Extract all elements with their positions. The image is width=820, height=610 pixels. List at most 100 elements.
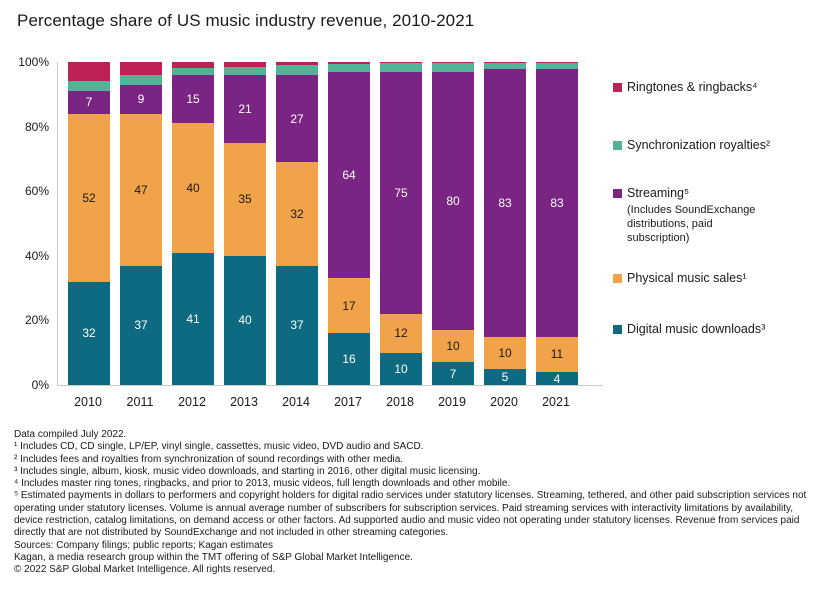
- segment-physical-music-sales: 35: [224, 142, 266, 256]
- plot-area: 32 52 7 37 47 9 41 40 15 40 35 21 37 32 27 16 17 64 10 12 75…: [57, 61, 603, 386]
- segment-value-label: 80: [446, 193, 460, 208]
- legend-item-physical-music-sales: Physical music sales¹: [613, 271, 746, 286]
- legend-swatch-ringtones-ringbacks: [613, 83, 622, 92]
- footnotes-block: Data compiled July 2022. ¹ Includes CD, C…: [14, 429, 812, 577]
- legend-label-wrap: Physical music sales¹: [627, 271, 746, 286]
- legend-sublabel: (Includes SoundExchange distributions, p…: [627, 204, 756, 244]
- x-axis-label: 2011: [126, 395, 154, 409]
- legend-item-ringtones-ringbacks: Ringtones & ringbacks⁴: [613, 80, 757, 95]
- segment-digital-music-downloads: 10: [380, 352, 422, 385]
- footnote-line: Sources: Company filings; public reports…: [14, 539, 274, 551]
- segment-physical-music-sales: 10: [484, 336, 526, 369]
- segment-synchronization-royalties: [68, 81, 110, 92]
- segment-value-label: 37: [290, 318, 304, 333]
- segment-value-label: 83: [550, 195, 564, 210]
- segment-synchronization-royalties: [120, 74, 162, 85]
- segment-value-label: 83: [498, 195, 512, 210]
- segment-value-label: 35: [238, 192, 252, 207]
- segment-ringtones-ringbacks: [172, 61, 214, 69]
- segment-value-label: 27: [290, 111, 304, 126]
- segment-synchronization-royalties: [432, 63, 474, 72]
- segment-physical-music-sales: 32: [276, 162, 318, 266]
- segment-digital-music-downloads: 16: [328, 333, 370, 385]
- segment-ringtones-ringbacks: [432, 62, 474, 64]
- chart-title: Percentage share of US music industry re…: [17, 11, 475, 30]
- segment-value-label: 15: [186, 92, 200, 107]
- bar-2010: 32 52 7: [68, 61, 110, 385]
- x-axis-label: 2017: [334, 395, 362, 409]
- segment-value-label: 40: [186, 181, 200, 196]
- legend-label-wrap: Streaming⁵ (Includes SoundExchange distri…: [627, 186, 777, 245]
- legend-swatch-streaming: [613, 189, 622, 198]
- segment-value-label: 47: [134, 182, 148, 197]
- bar-2017: 16 17 64: [328, 62, 370, 385]
- bar-2019: 7 10 80: [432, 62, 474, 385]
- segment-digital-music-downloads: 41: [172, 252, 214, 385]
- segment-value-label: 75: [394, 185, 408, 200]
- bar-2013: 40 35 21: [224, 62, 266, 385]
- footnote-line: ⁴ Includes master ring tones, ringbacks,…: [14, 478, 511, 490]
- legend-item-digital-music-downloads: Digital music downloads³: [613, 322, 765, 337]
- segment-value-label: 64: [342, 168, 356, 183]
- footnote-line: Kagan, a media research group within the…: [14, 551, 413, 563]
- segment-ringtones-ringbacks: [328, 62, 370, 64]
- segment-physical-music-sales: 17: [328, 278, 370, 334]
- footnote-line: Data compiled July 2022.: [14, 429, 127, 440]
- y-axis-label: 20%: [24, 313, 49, 328]
- segment-value-label: 41: [186, 311, 200, 326]
- legend-label-wrap: Ringtones & ringbacks⁴: [627, 80, 757, 95]
- x-axis-label: 2019: [438, 395, 466, 409]
- segment-ringtones-ringbacks: [120, 62, 162, 75]
- segment-value-label: 10: [394, 361, 408, 376]
- chart-area: 100% 80% 60% 40% 20% 0% 32 52 7 37 47 9 41 40 15 40 35 2…: [18, 55, 603, 409]
- x-axis-label: 2018: [386, 395, 414, 409]
- segment-synchronization-royalties: [536, 62, 578, 69]
- segment-digital-music-downloads: 5: [484, 368, 526, 385]
- segment-synchronization-royalties: [380, 63, 422, 72]
- bar-2011: 37 47 9: [120, 62, 162, 385]
- segment-digital-music-downloads: 7: [432, 362, 474, 385]
- segment-streaming: 83: [484, 68, 526, 337]
- y-axis-label: 60%: [24, 184, 49, 199]
- segment-ringtones-ringbacks: [380, 61, 422, 64]
- segment-physical-music-sales: 10: [432, 330, 474, 363]
- footnote-line: ¹ Includes CD, CD single, LP/EP, vinyl s…: [14, 441, 424, 453]
- segment-physical-music-sales: 11: [536, 336, 578, 373]
- y-axis-label: 0%: [31, 378, 49, 392]
- segment-synchronization-royalties: [484, 62, 526, 69]
- legend-label: Physical music sales¹: [627, 271, 747, 285]
- x-axis-label: 2020: [490, 395, 518, 409]
- segment-synchronization-royalties: [276, 65, 318, 75]
- footnote-line: ⁵ Estimated payments in dollars to perfo…: [14, 490, 807, 539]
- segment-streaming: 80: [432, 71, 474, 331]
- segment-value-label: 7: [85, 95, 93, 110]
- y-axis-label: 80%: [24, 119, 49, 134]
- x-axis-label: 2013: [230, 395, 258, 409]
- segment-streaming: 27: [276, 74, 318, 163]
- segment-value-label: 16: [342, 352, 356, 367]
- x-axis-label: 2010: [74, 395, 102, 409]
- segment-ringtones-ringbacks: [484, 61, 526, 63]
- segment-value-label: 52: [82, 190, 96, 205]
- segment-ringtones-ringbacks: [276, 62, 318, 66]
- y-axis-label: 40%: [24, 248, 49, 263]
- segment-physical-music-sales: 52: [68, 113, 110, 282]
- segment-digital-music-downloads: 37: [120, 265, 162, 385]
- segment-streaming: 21: [224, 75, 266, 143]
- bar-2021: 4 11 83: [536, 61, 578, 385]
- legend-swatch-physical-music-sales: [613, 274, 622, 283]
- bar-2014: 37 32 27: [276, 62, 318, 385]
- segment-streaming: 83: [536, 68, 578, 337]
- segment-value-label: 40: [238, 313, 252, 328]
- legend-label: Ringtones & ringbacks⁴: [627, 80, 758, 94]
- segment-streaming: 75: [380, 71, 422, 314]
- segment-value-label: 12: [394, 326, 408, 341]
- segment-value-label: 17: [342, 298, 356, 313]
- segment-value-label: 5: [501, 369, 509, 384]
- segment-digital-music-downloads: 40: [224, 255, 266, 385]
- y-axis-label: 100%: [18, 55, 49, 69]
- segment-synchronization-royalties: [224, 66, 266, 76]
- segment-streaming: 15: [172, 74, 214, 124]
- segment-value-label: 21: [238, 101, 252, 116]
- bar-2012: 41 40 15: [172, 61, 214, 385]
